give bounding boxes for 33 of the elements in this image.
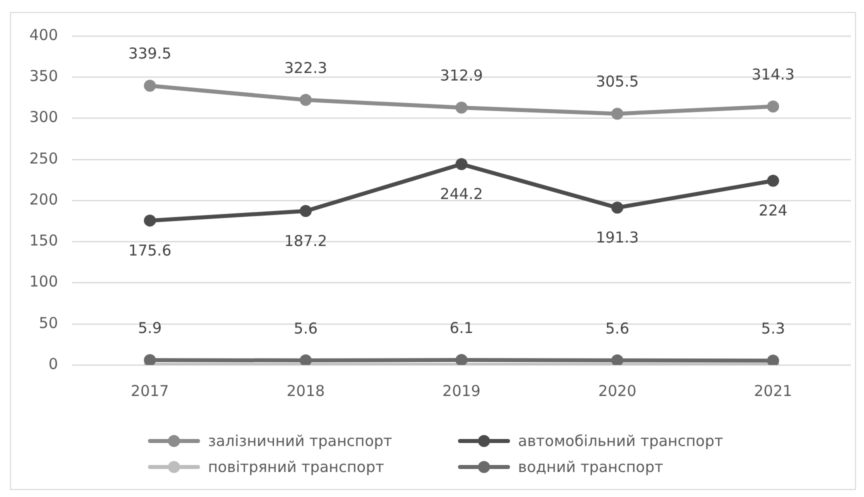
y-tick-label: 100 bbox=[29, 272, 58, 291]
legend-label: водний транспорт bbox=[518, 458, 664, 476]
x-tick-label: 2018 bbox=[286, 382, 325, 400]
data-label: 5.9 bbox=[138, 319, 162, 338]
data-label: 5.3 bbox=[761, 320, 786, 338]
data-label: 5.6 bbox=[294, 319, 318, 338]
y-tick-label: 300 bbox=[29, 108, 58, 126]
y-tick-label: 250 bbox=[29, 149, 58, 168]
y-tick-label: 50 bbox=[38, 314, 58, 332]
y-tick-label: 0 bbox=[48, 354, 58, 373]
legend-label: залізничний транспорт bbox=[208, 432, 392, 450]
data-label: 312.9 bbox=[440, 66, 483, 85]
y-tick-label: 200 bbox=[29, 190, 58, 208]
data-label: 175.6 bbox=[128, 241, 172, 260]
x-tick-label: 2021 bbox=[754, 382, 792, 400]
data-label: 244.2 bbox=[440, 185, 483, 204]
y-tick-label: 150 bbox=[29, 232, 58, 250]
x-tick-label: 2019 bbox=[442, 382, 481, 400]
data-label: 339.5 bbox=[128, 44, 172, 63]
data-label: 224 bbox=[758, 202, 788, 220]
x-tick-label: 2020 bbox=[598, 382, 636, 400]
data-label: 6.1 bbox=[450, 318, 474, 337]
data-label: 314.3 bbox=[752, 65, 795, 84]
data-label: 322.3 bbox=[284, 58, 328, 77]
x-tick-label: 2017 bbox=[130, 382, 169, 400]
y-tick-label: 400 bbox=[29, 26, 58, 44]
data-label: 5.6 bbox=[605, 319, 630, 338]
legend-label: повітряний транспорт bbox=[208, 458, 384, 476]
legend-label: автомобільний транспорт bbox=[518, 432, 724, 450]
y-tick-label: 350 bbox=[29, 67, 58, 86]
data-label: 191.3 bbox=[596, 228, 639, 247]
data-label: 305.5 bbox=[596, 72, 639, 91]
data-label: 187.2 bbox=[284, 232, 328, 250]
